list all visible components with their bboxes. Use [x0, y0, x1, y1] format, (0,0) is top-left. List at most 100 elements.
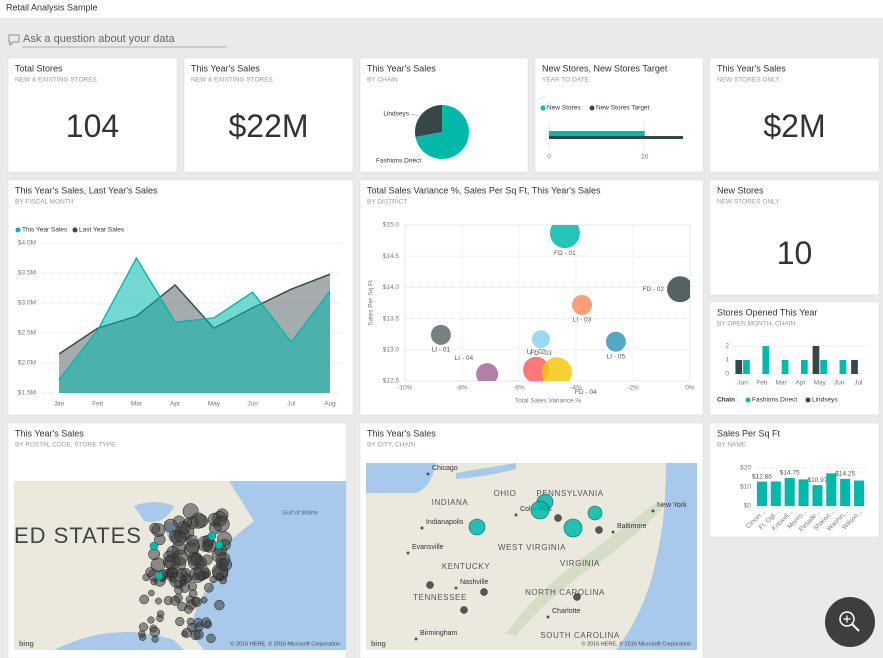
bubble-label: LI - 02 — [527, 348, 546, 355]
map-point — [184, 604, 193, 614]
data-label: $14.25 — [835, 471, 855, 478]
map-point — [200, 596, 208, 604]
map-label: Evansville — [412, 544, 444, 551]
map-point — [202, 571, 210, 579]
x-tick-label: Jun — [834, 380, 845, 387]
card-value: $2M — [763, 108, 825, 144]
qna-input[interactable]: Ask a question about your data — [23, 33, 176, 45]
y-axis-label: Sales Per Sq Ft — [368, 280, 375, 326]
x-tick-label: -2% — [627, 385, 639, 392]
map-point — [182, 503, 199, 520]
report-title: Retail Analysis Sample — [6, 2, 98, 12]
map-label: Charlotte — [552, 608, 581, 615]
map[interactable]: ChicagoOHIOPENNSYLVANIAINDIANAColumbusIn… — [366, 463, 697, 650]
y-tick-label: 0 — [725, 371, 729, 378]
qna-icon — [8, 34, 20, 46]
tile[interactable] — [183, 57, 354, 173]
y-tick-label: $14.5 — [383, 253, 400, 260]
map-point — [183, 542, 199, 558]
map[interactable]: ED STATES Gulf of Maine © 2016 HERE, © 201… — [14, 481, 346, 650]
map-point — [149, 522, 161, 534]
tile-title: This Year's Sales — [717, 63, 786, 73]
bubble — [531, 330, 550, 349]
map-point — [147, 616, 155, 624]
map-label: PENNSYLVANIA — [536, 489, 603, 498]
tile[interactable] — [7, 57, 178, 173]
bar — [840, 478, 851, 506]
map-point — [554, 514, 562, 522]
map-point — [154, 533, 166, 546]
map-point — [587, 505, 603, 521]
city-dot — [420, 526, 424, 530]
pie-slice — [415, 105, 469, 159]
bar — [756, 481, 767, 506]
bubble — [605, 331, 626, 352]
y-tick-label: $15.0 — [383, 222, 400, 229]
x-tick-label: -4% — [570, 385, 582, 392]
map-water — [189, 481, 346, 650]
y-tick-label: 1 — [725, 357, 729, 364]
map-logo: bing — [19, 641, 34, 648]
map-point — [204, 582, 214, 593]
card-value: 104 — [66, 108, 119, 144]
y-tick-label: $10 — [740, 484, 751, 491]
city-dot — [454, 586, 458, 590]
bar — [820, 360, 827, 374]
y-tick-label: $13.0 — [383, 347, 400, 354]
bubble-label: LI - 01 — [432, 347, 451, 354]
tile-title: Total Stores — [15, 63, 63, 73]
map-point — [145, 567, 156, 577]
map-label: SOUTH CAROLINA — [540, 631, 620, 640]
bar — [839, 360, 847, 374]
tile[interactable] — [709, 301, 880, 416]
map-point — [179, 579, 187, 587]
map-attribution: © 2016 HERE, © 2016 Microsoft Corporatio… — [230, 640, 340, 647]
zoom-icon-plus — [843, 615, 851, 623]
pie-slice — [415, 105, 442, 138]
pie-label: Fashions Direct — [376, 158, 421, 165]
bubble — [430, 324, 451, 345]
map-label: ED STATES — [14, 523, 142, 548]
x-tick-label: Feb — [756, 380, 768, 387]
zoom-button[interactable] — [825, 597, 875, 647]
tile[interactable] — [709, 57, 880, 173]
map-point — [187, 622, 197, 633]
city-dot — [414, 637, 418, 641]
zoom-circle[interactable] — [825, 597, 875, 647]
bubble — [667, 276, 690, 303]
legend-marker — [72, 227, 78, 233]
bubble-label: FD - 02 — [642, 286, 664, 293]
x-tick-label: Jan — [54, 401, 65, 408]
map-label: NORTH CAROLINA — [525, 588, 605, 597]
data-label: $14.75 — [780, 470, 800, 477]
tile-subtitle: NEW & EXISTING STORES — [15, 77, 98, 84]
bar — [770, 481, 781, 506]
tile[interactable] — [709, 179, 880, 296]
map-point — [191, 572, 200, 581]
legend-label: Lindseys — [812, 397, 838, 404]
map-point — [480, 588, 488, 596]
city-dot — [426, 472, 430, 476]
tile-subtitle: BY CHAIN — [367, 77, 398, 84]
tile-title: This Year's Sales, Last Year's Sales — [15, 185, 158, 195]
bubbles — [430, 225, 690, 381]
y-tick-label: $2.5M — [18, 330, 36, 337]
zoom-icon-lens — [839, 611, 855, 627]
map-point — [175, 616, 185, 627]
tile[interactable] — [534, 57, 704, 173]
map-point — [214, 599, 225, 611]
map-water — [366, 463, 436, 493]
map-point — [148, 589, 155, 597]
card-value: 10 — [777, 235, 813, 271]
city-dot — [406, 551, 410, 555]
map-label: INDIANA — [432, 498, 469, 507]
bubble — [541, 357, 572, 381]
map-label: Indianapolis — [426, 519, 464, 526]
map-attribution: © 2016 HERE, © 2016 Microsoft Corporatio… — [581, 640, 691, 647]
map-point — [182, 518, 193, 528]
x-tick-label: Jul — [287, 401, 296, 408]
legend-marker — [540, 105, 546, 111]
map-point — [163, 550, 175, 562]
x-tick-label: May — [208, 401, 221, 408]
